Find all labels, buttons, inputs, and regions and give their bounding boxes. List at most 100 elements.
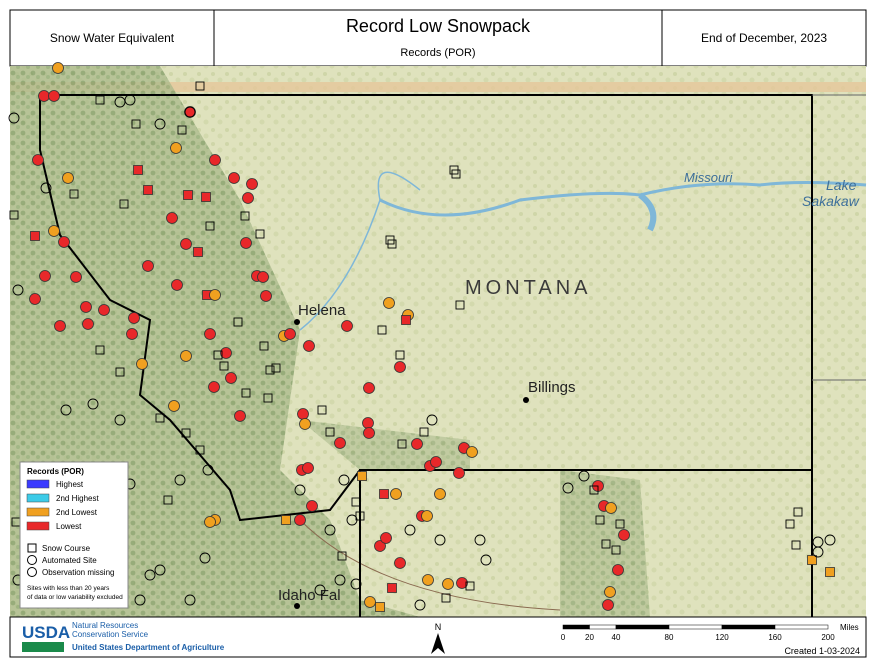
- lowest-site: [142, 260, 154, 272]
- lowest-course: [387, 583, 397, 593]
- snow-course: [615, 519, 625, 529]
- snow-course: [355, 511, 365, 521]
- snow-course: [595, 515, 605, 525]
- lowest-course: [193, 247, 203, 257]
- snow-course: [793, 507, 803, 517]
- second-lowest-site: [168, 400, 180, 412]
- automated-site: [199, 552, 211, 564]
- north-label: N: [435, 622, 442, 632]
- scale-label: 40: [612, 633, 621, 642]
- second-lowest-site: [383, 297, 395, 309]
- lowest-site: [362, 417, 374, 429]
- second-lowest-site: [434, 488, 446, 500]
- automated-site: [114, 414, 126, 426]
- lowest-site: [430, 456, 442, 468]
- lowest-site: [374, 540, 386, 552]
- second-lowest-site: [442, 578, 454, 590]
- snow-course: [233, 317, 243, 327]
- lowest-site: [260, 290, 272, 302]
- header-box: [9, 9, 867, 67]
- snow-course: [95, 95, 105, 105]
- legend-title: Records (POR): [27, 467, 84, 476]
- legend-label: 2nd Lowest: [56, 508, 98, 517]
- lowest-site: [225, 372, 237, 384]
- lowest-site: [456, 577, 468, 589]
- automated-site: [134, 594, 146, 606]
- snow-course: [785, 519, 795, 529]
- lowest-site: [32, 154, 44, 166]
- scale-unit: Miles: [840, 623, 859, 632]
- automated-site: [480, 554, 492, 566]
- snow-course: [317, 405, 327, 415]
- lowest-site: [297, 408, 309, 420]
- snow-course: [155, 413, 165, 423]
- automated-site: [578, 470, 590, 482]
- legend-label: Snow Course: [42, 544, 91, 553]
- lowest-site: [302, 462, 314, 474]
- lowest-site: [411, 438, 423, 450]
- automated-site: [144, 569, 156, 581]
- lowest-site: [220, 347, 232, 359]
- lowest-site: [39, 270, 51, 282]
- agency-line: Natural Resources: [72, 621, 138, 630]
- snow-course: [387, 239, 397, 249]
- scale-label: 0: [561, 633, 566, 642]
- lowest-site: [240, 237, 252, 249]
- legend-label: 2nd Highest: [56, 494, 99, 503]
- map: MONTANA Helena Billings Idaho Fal Missou…: [8, 62, 867, 617]
- scale-label: 20: [585, 633, 594, 642]
- lowest-site: [294, 514, 306, 526]
- legend-label: Highest: [56, 480, 84, 489]
- automated-site: [414, 599, 426, 611]
- river-label: Missouri: [684, 170, 734, 185]
- snow-course: [181, 428, 191, 438]
- lowest-site: [363, 382, 375, 394]
- snow-course: [205, 221, 215, 231]
- second-lowest-site: [421, 510, 433, 522]
- snow-course: [377, 325, 387, 335]
- snow-course: [601, 539, 611, 549]
- lowest-site: [54, 320, 66, 332]
- legend-label: Observation missing: [42, 568, 114, 577]
- lowest-course: [30, 231, 40, 241]
- snow-course: [351, 497, 361, 507]
- lowest-site: [257, 271, 269, 283]
- lowest-site: [234, 410, 246, 422]
- city-label: Helena: [298, 302, 346, 319]
- second-lowest-course: [825, 567, 835, 577]
- scale-segment: [562, 624, 590, 630]
- legend-swatch: [26, 521, 50, 531]
- lowest-site: [228, 172, 240, 184]
- legend: Records (POR) Highest 2nd Highest 2nd Lowe…: [19, 461, 129, 609]
- snow-course: [213, 350, 223, 360]
- snow-course: [131, 119, 141, 129]
- snow-course: [419, 427, 429, 437]
- lowest-site: [394, 361, 406, 373]
- second-lowest-site: [466, 446, 478, 458]
- second-lowest-site: [136, 358, 148, 370]
- lowest-site: [208, 381, 220, 393]
- automated-site: [404, 524, 416, 536]
- second-lowest-site: [604, 586, 616, 598]
- second-lowest-site: [422, 574, 434, 586]
- lowest-site: [612, 564, 624, 576]
- automated-site: [202, 464, 214, 476]
- snow-course: [465, 581, 475, 591]
- second-lowest-site: [390, 488, 402, 500]
- scale-segment: [721, 624, 776, 630]
- lowest-site: [98, 304, 110, 316]
- automated-site: [8, 112, 20, 124]
- automated-site: [154, 118, 166, 130]
- lowest-site: [204, 328, 216, 340]
- snow-course: [265, 365, 275, 375]
- automated-site: [334, 574, 346, 586]
- lowest-site: [70, 271, 82, 283]
- snow-course: [455, 300, 465, 310]
- snow-course: [259, 341, 269, 351]
- scale-segment: [668, 624, 723, 630]
- city-label: Billings: [528, 379, 576, 396]
- lowest-site: [306, 500, 318, 512]
- second-lowest-course: [375, 602, 385, 612]
- usda-logo: USDA: [22, 623, 70, 642]
- automated-site: [474, 534, 486, 546]
